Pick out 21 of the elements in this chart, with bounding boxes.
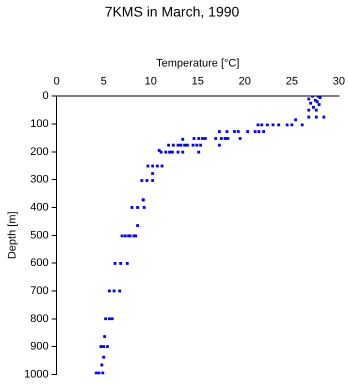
x-tick-label: 10 (144, 76, 157, 88)
x-tick-label: 15 (192, 76, 204, 88)
x-tick-label: 30 (332, 76, 346, 88)
x-tick-label: 20 (238, 76, 251, 88)
x-tick-label: 5 (100, 76, 107, 88)
y-tick-label: 200 (30, 146, 49, 158)
x-tick-label: 0 (54, 76, 60, 88)
y-tick-label: 700 (30, 284, 49, 297)
x-tick-label: 25 (286, 76, 298, 88)
y-tick-label: 400 (30, 202, 49, 214)
y-tick-label: 800 (30, 312, 49, 325)
y-tick-label: 900 (30, 340, 49, 353)
y-tick-label: 1000 (24, 368, 49, 380)
y-axis-title: Depth [m] (6, 211, 19, 260)
chart-title: 7KMS in March, 1990 (104, 3, 240, 20)
y-tick-label: 300 (30, 174, 49, 186)
x-axis-title: Temperature [°C] (156, 57, 240, 70)
y-tick-label: 600 (30, 257, 49, 270)
y-tick-label: 0 (42, 90, 49, 102)
y-tick-label: 100 (30, 118, 49, 130)
y-tick-label: 500 (30, 229, 49, 242)
